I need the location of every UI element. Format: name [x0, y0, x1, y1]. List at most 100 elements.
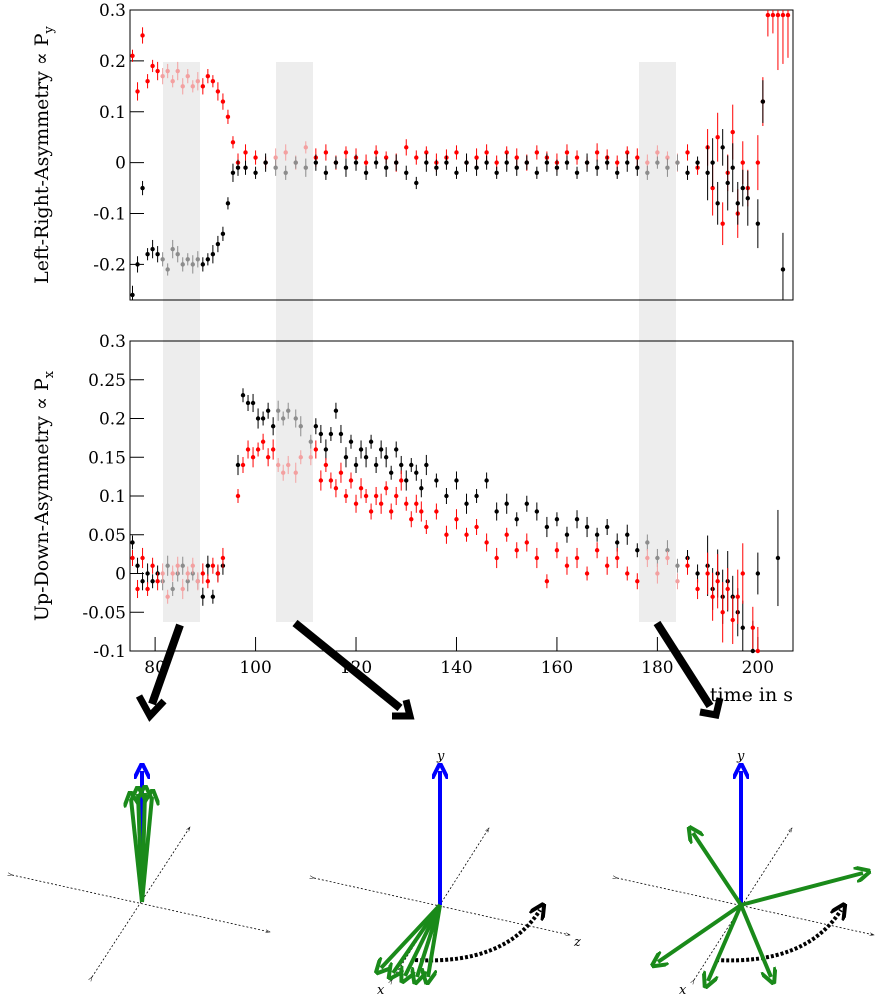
bottom-series-0-marker-55 [424, 462, 429, 468]
bottom-series-1-marker-45 [373, 493, 379, 499]
bottom-series-0-marker-66 [534, 509, 540, 514]
top-series-1-point-0 [130, 285, 135, 300]
bottom-series-1-marker-57 [444, 532, 449, 537]
top-series-1-point-60 [625, 153, 630, 172]
diagram-2-green-arrow-2 [393, 903, 442, 973]
bottom-series-0-marker-90 [740, 625, 745, 630]
top-series-0-point-82 [780, 10, 786, 64]
bottom-series-0-marker-68 [554, 517, 560, 522]
bottom-series-0-marker-57 [444, 493, 449, 499]
top-series-0-marker-73 [730, 129, 735, 135]
bottom-series-1-point-31 [298, 450, 303, 465]
top-series-0-marker-18 [220, 99, 226, 104]
shade-window-1 [163, 62, 200, 622]
top-series-0-marker-83 [785, 12, 791, 18]
top-series-1-marker-53 [554, 165, 560, 170]
top-series-1-point-51 [534, 166, 540, 179]
bottom-series-1-point-21 [245, 440, 251, 459]
bottom-series-0-marker-1 [135, 563, 140, 568]
top-series-1-marker-35 [373, 160, 379, 165]
bottom-series-1-marker-17 [215, 571, 221, 576]
top-y-axis-label: Left-Right-Asymmetry ∝ Py [31, 25, 57, 283]
top-series-1-marker-32 [343, 165, 349, 170]
bottom-series-1-point-0 [130, 549, 135, 567]
top-series-1-marker-1 [135, 262, 140, 267]
shaded-time-windows [163, 62, 676, 622]
bottom-series-1-marker-30 [293, 470, 298, 475]
top-y-tick-label-4: 0.2 [99, 52, 126, 72]
spin-diagram-1 [12, 771, 270, 977]
top-series-1-point-7 [165, 263, 170, 276]
bottom-series-1-marker-15 [205, 579, 211, 584]
bottom-series-0-point-41 [353, 456, 359, 474]
bottom-series-1-point-12 [190, 557, 195, 574]
top-series-0-point-6 [160, 68, 165, 85]
bottom-series-0-point-57 [444, 487, 449, 505]
bottom-x-tick-label-3: 140 [440, 658, 472, 678]
top-series-1-marker-29 [313, 160, 319, 165]
top-series-1-marker-8 [170, 246, 175, 252]
top-series-1-marker-79 [780, 267, 786, 272]
bottom-series-0-marker-75 [625, 532, 630, 537]
top-series-0-point-79 [765, 10, 771, 37]
bottom-y-ticks: -0.1 -0.05 0 0.05 0.1 0.15 0.2 0.25 0.3 [82, 332, 144, 662]
bottom-series-1-marker-92 [755, 648, 761, 654]
top-series-0-point-55 [574, 150, 580, 165]
bottom-series-1-point-89 [735, 569, 740, 624]
bottom-series-1-marker-5 [155, 579, 160, 584]
top-series-1-point-55 [574, 166, 580, 179]
bottom-series-0-marker-16 [210, 594, 216, 599]
bottom-series-1-point-7 [165, 589, 170, 604]
top-series-1-point-30 [323, 165, 329, 180]
bottom-series-0-marker-35 [323, 447, 329, 452]
bottom-series-1-marker-76 [635, 579, 640, 584]
bottom-series-1-marker-19 [235, 493, 241, 499]
bottom-series-1-marker-83 [705, 571, 710, 576]
top-series-0-point-77 [755, 135, 761, 191]
bottom-series-1-marker-29 [286, 462, 291, 468]
top-series-1-marker-45 [474, 165, 479, 170]
top-series-1-point-63 [655, 156, 660, 169]
bottom-series-1-marker-60 [474, 524, 479, 530]
bottom-series-1-marker-21 [245, 447, 251, 452]
top-series-0-point-26 [283, 144, 288, 161]
bottom-series-0-marker-22 [250, 400, 256, 406]
top-series-1-marker-61 [635, 165, 640, 170]
bottom-series-1-point-13 [195, 572, 201, 591]
bottom-series-1-point-88 [730, 595, 735, 645]
top-series-1-marker-65 [675, 160, 680, 165]
top-series-0-marker-28 [303, 145, 308, 150]
bottom-series-0-point-90 [740, 600, 745, 651]
top-series-1-point-38 [404, 165, 409, 180]
bottom-series-1-marker-85 [715, 579, 720, 584]
top-series-1-point-78 [760, 80, 766, 123]
bottom-series-0-point-53 [414, 464, 419, 481]
top-series-1-marker-14 [200, 262, 206, 267]
bottom-series-1-marker-6 [160, 571, 165, 576]
bottom-series-1-marker-59 [464, 532, 469, 537]
diagram-2-z-label: z [573, 935, 581, 950]
top-series-0-point-10 [180, 78, 185, 95]
top-series-1-point-52 [544, 153, 550, 172]
bottom-series-1-marker-40 [348, 478, 354, 483]
top-series-1-point-17 [215, 235, 221, 253]
bottom-series-0-marker-24 [260, 416, 266, 421]
bottom-series-0-marker-32 [308, 439, 314, 444]
top-series-0-marker-62 [645, 160, 650, 165]
top-y-tick-label-1: -0.1 [93, 205, 126, 225]
top-series-1-marker-50 [524, 160, 529, 165]
bottom-series-1-marker-80 [675, 579, 680, 584]
top-y-ticks: -0.2 -0.1 0 0.1 0.2 0.3 [93, 1, 144, 275]
bottom-series-0-marker-3 [145, 571, 150, 576]
top-series-1-marker-48 [504, 160, 509, 165]
top-series-0-point-1 [135, 82, 140, 101]
bottom-series-0-marker-23 [255, 416, 261, 421]
top-series-1-point-4 [150, 239, 155, 259]
bottom-series-1-marker-81 [685, 563, 690, 568]
bottom-series-0-point-65 [524, 495, 529, 512]
top-series-1-marker-42 [444, 160, 449, 165]
top-series-1-marker-24 [263, 160, 268, 165]
spin-diagram-2: y z x [314, 749, 581, 998]
